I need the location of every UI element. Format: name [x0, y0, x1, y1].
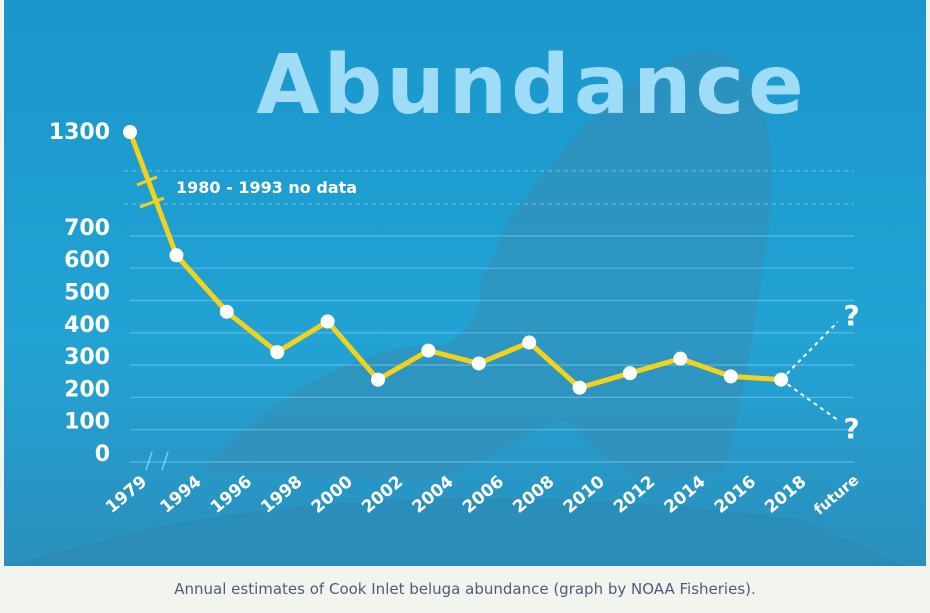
- y-tick-label: 1300: [49, 120, 110, 145]
- series-segment: [375, 348, 431, 383]
- y-axis: 0 100 200 300 400 500 600 700 1300: [49, 120, 110, 467]
- series-segment: [173, 252, 230, 315]
- future-question-mark: ?: [843, 299, 859, 332]
- series-segment: [325, 318, 381, 383]
- data-point: [623, 366, 637, 381]
- data-point: [572, 380, 587, 395]
- data-point: [123, 125, 137, 139]
- future-up-dashed-line: [780, 321, 839, 381]
- series-line: [123, 125, 789, 395]
- future-projection: ??: [780, 299, 860, 445]
- y-tick-label: 200: [64, 377, 110, 402]
- data-point: [320, 314, 335, 329]
- series-segment: [224, 309, 280, 355]
- series-segment: [127, 129, 179, 258]
- y-tick-label: 500: [64, 281, 110, 306]
- series-segment: [728, 373, 784, 383]
- caption: Annual estimates of Cook Inlet beluga ab…: [174, 580, 756, 598]
- no-data-label: 1980 - 1993 no data: [176, 178, 357, 197]
- series-segment: [425, 348, 482, 366]
- y-tick-label: 400: [64, 313, 110, 338]
- data-point: [723, 369, 738, 384]
- data-point: [169, 248, 184, 263]
- data-point: [522, 335, 537, 350]
- future-question-mark: ?: [843, 412, 859, 445]
- y-tick-label: 0: [95, 442, 110, 467]
- data-point: [219, 304, 234, 319]
- series-segment: [274, 318, 331, 355]
- data-point: [673, 351, 688, 366]
- data-point: [471, 356, 486, 371]
- chart-title: Abundance: [256, 38, 808, 133]
- data-point: [270, 345, 285, 360]
- data-point: [421, 343, 436, 358]
- series-segment: [627, 356, 683, 376]
- background: [4, 0, 926, 566]
- gridlines: [130, 235, 854, 463]
- data-point: [371, 372, 385, 387]
- y-tick-label: 300: [64, 345, 110, 370]
- series-segment: [476, 339, 532, 366]
- series-segment: [677, 356, 734, 379]
- series-segment: [526, 339, 583, 391]
- y-tick-label: 600: [64, 248, 110, 273]
- future-down-dashed-line: [780, 378, 839, 421]
- y-tick-label: 700: [64, 216, 110, 241]
- y-tick-label: 100: [64, 410, 110, 435]
- series-segment: [577, 370, 633, 391]
